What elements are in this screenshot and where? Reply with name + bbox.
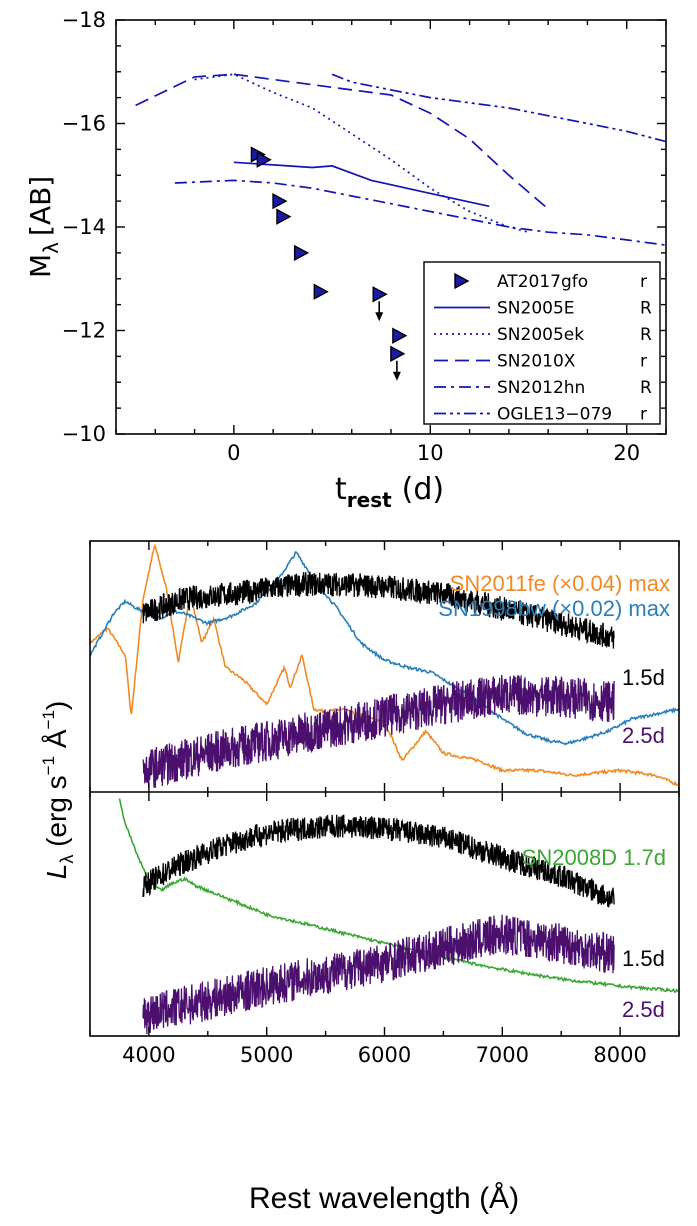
marker-at2017gfo	[293, 244, 310, 262]
legend-label: SN2005ek	[497, 325, 584, 345]
spectra-ylabel-exp1: −1	[39, 756, 58, 775]
spectrum-at2017gfo-2-5d	[142, 914, 615, 1035]
lightcurve-xlabel-unit: (d)	[402, 472, 444, 507]
y-tick-label: −18	[62, 8, 106, 32]
marker-at2017gfo	[372, 286, 388, 303]
x-tick-label: 20	[613, 441, 640, 465]
lightcurve-ylabel-unit: [AB]	[24, 176, 57, 236]
legend-item-sn2005ek: SN2005ek R	[434, 325, 652, 345]
spectrum-at2017gfo-1-5d	[142, 814, 615, 908]
legend-item-ogle13-079: OGLE13−079 r	[434, 405, 647, 425]
marker-at2017gfo	[313, 283, 329, 300]
lightcurve-ylabel-sub: λ	[39, 242, 63, 254]
legend-label: OGLE13−079	[497, 405, 612, 425]
spectra-xlabel: Rest wavelength (Å)	[249, 1182, 519, 1215]
annot-top-2-5d: 2.5d	[622, 723, 665, 748]
x-tick-label: 0	[227, 441, 240, 465]
marker-at2017gfo	[392, 327, 408, 344]
upper-limit-arrowhead	[375, 312, 384, 322]
legend-item-at2017gfo: AT2017gfo r	[454, 272, 647, 292]
marker-at2017gfo	[272, 192, 288, 210]
lightcurve-panel: 0 10 20 −18 −16 −14 −12 −10 trest (d) Mλ [AB] AT…	[24, 8, 667, 512]
legend-label: SN2005E	[497, 299, 575, 319]
spectra-figure: 4000 5000 6000 7000 8000 SN2011fe (×0.04) ma…	[39, 540, 680, 1215]
x-tick-label: 5000	[240, 1043, 293, 1067]
x-tick-label: 7000	[476, 1043, 529, 1067]
upper-limit-arrowhead	[392, 371, 401, 381]
spectrum-at2017gfo-2-5d	[142, 674, 615, 788]
series-sn2005ek	[194, 73, 529, 234]
legend-label: SN2012hn	[497, 378, 585, 398]
legend-band: R	[640, 299, 652, 319]
legend-band: R	[640, 325, 652, 345]
annot-sn1998bw: SN1998bw (×0.02) max	[438, 596, 670, 621]
spectrum-sn1998bw-0-02-max	[90, 551, 679, 746]
lightcurve-xlabel: trest (d)	[335, 472, 444, 512]
legend-box	[423, 261, 661, 425]
spectra-ylabel-main: L	[41, 864, 72, 880]
legend-label: AT2017gfo	[497, 272, 588, 292]
legend-item-sn2010x: SN2010X r	[434, 352, 647, 372]
annot-bottom-1-5d: 1.5d	[622, 946, 665, 971]
legend-item-sn2005e: SN2005E R	[434, 299, 652, 319]
spectra-bottom-lines	[118, 798, 679, 1035]
y-tick-label: −12	[62, 319, 106, 343]
x-tick-label: 4000	[122, 1043, 175, 1067]
lightcurve-markers	[250, 146, 408, 381]
x-tick-label: 8000	[593, 1043, 646, 1067]
spectra-x-ticks: 4000 5000 6000 7000 8000	[89, 541, 680, 1067]
annot-sn2008d: SN2008D 1.7d	[522, 845, 666, 870]
series-sn2010x	[135, 73, 549, 210]
series-sn2005e	[233, 161, 490, 208]
marker-at2017gfo	[390, 345, 406, 362]
lightcurve-ylabel-main: M	[24, 254, 57, 278]
marker-at2017gfo	[276, 208, 292, 225]
lightcurve-y-ticks: −18 −16 −14 −12 −10	[62, 8, 666, 446]
lightcurve-xlabel-main: t	[335, 472, 347, 507]
series-sn2012hn	[174, 179, 666, 246]
legend-swatch	[454, 272, 470, 290]
lightcurve-lines	[135, 73, 666, 246]
spectra-ylabel: Lλ (erg s−1 Å−1)	[39, 701, 77, 880]
spectra-top-lines	[90, 543, 679, 788]
legend-band: r	[640, 352, 647, 372]
annot-bottom-2-5d: 2.5d	[622, 997, 665, 1022]
legend-band: r	[640, 405, 647, 425]
annot-sn2011fe: SN2011fe (×0.04) max	[450, 571, 670, 596]
marker-at2017gfo	[256, 151, 272, 168]
legend-band: R	[640, 378, 652, 398]
x-tick-label: 10	[417, 441, 444, 465]
spectra-ylabel-unit: (erg s	[41, 775, 72, 854]
annot-top-1-5d: 1.5d	[622, 665, 665, 690]
spectra-ylabel-exp2: −1	[39, 710, 58, 729]
y-tick-label: −14	[62, 215, 106, 239]
lightcurve-xlabel-sub: rest	[347, 488, 392, 512]
lightcurve-ylabel: Mλ [AB]	[24, 176, 63, 278]
spectrum-at2017gfo-1-5d	[142, 571, 615, 649]
legend-label: SN2010X	[497, 352, 576, 372]
spectra-ylabel-unit2: Å	[41, 729, 72, 756]
y-tick-label: −10	[62, 422, 106, 446]
lightcurve-x-ticks: 0 10 20	[115, 20, 667, 465]
spectra-ylabel-sub: λ	[57, 855, 77, 864]
legend-item-sn2012hn: SN2012hn R	[434, 378, 652, 398]
series-ogle13-079	[331, 73, 666, 143]
y-tick-label: −16	[62, 112, 106, 136]
spectra-ylabel-close: )	[41, 701, 72, 710]
x-tick-label: 6000	[358, 1043, 411, 1067]
legend-band: r	[640, 272, 647, 292]
